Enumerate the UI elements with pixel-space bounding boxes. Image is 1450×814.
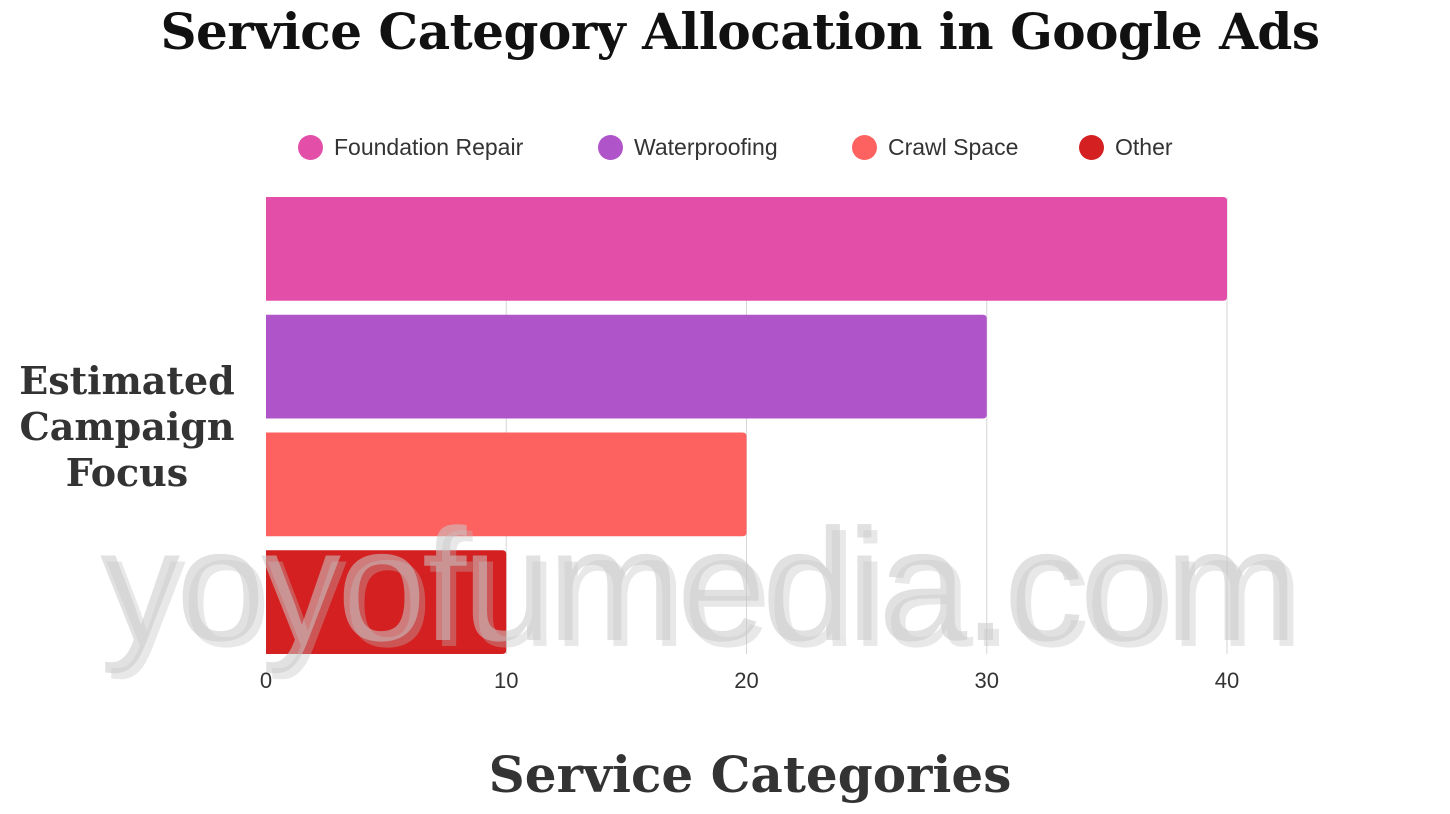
y-axis-label-line: Campaign [19, 404, 235, 449]
legend-label: Waterproofing [634, 134, 778, 160]
y-axis-label-line: Focus [65, 450, 189, 495]
y-axis-label: Estimated Campaign Focus [2, 358, 252, 496]
chart-title: Service Category Allocation in Google Ad… [160, 2, 1320, 61]
legend-item-foundation-repair: Foundation Repair [298, 134, 523, 161]
bar-waterproofing [266, 314, 987, 419]
x-tick-label: 20 [734, 668, 758, 693]
legend-label: Crawl Space [888, 134, 1019, 160]
legend-item-crawl-space: Crawl Space [852, 134, 1018, 161]
x-tick-label: 10 [494, 668, 518, 693]
bar-other [266, 550, 507, 654]
bar-foundation-repair [266, 197, 1227, 301]
x-tick-label: 30 [975, 668, 999, 693]
legend-swatch [852, 135, 877, 160]
legend-item-other: Other [1079, 134, 1173, 161]
legend-label: Other [1115, 134, 1173, 160]
x-tick-label: 40 [1215, 668, 1239, 693]
x-axis-label: Service Categories [488, 745, 1012, 804]
legend-label: Foundation Repair [334, 134, 524, 160]
legend-swatch [298, 135, 323, 160]
x-tick-label: 0 [260, 668, 272, 693]
bar-crawl-space [266, 432, 747, 537]
legend-swatch [1079, 135, 1104, 160]
legend-item-waterproofing: Waterproofing [598, 134, 778, 161]
y-axis-label-line: Estimated [19, 358, 235, 403]
legend-swatch [598, 135, 623, 160]
